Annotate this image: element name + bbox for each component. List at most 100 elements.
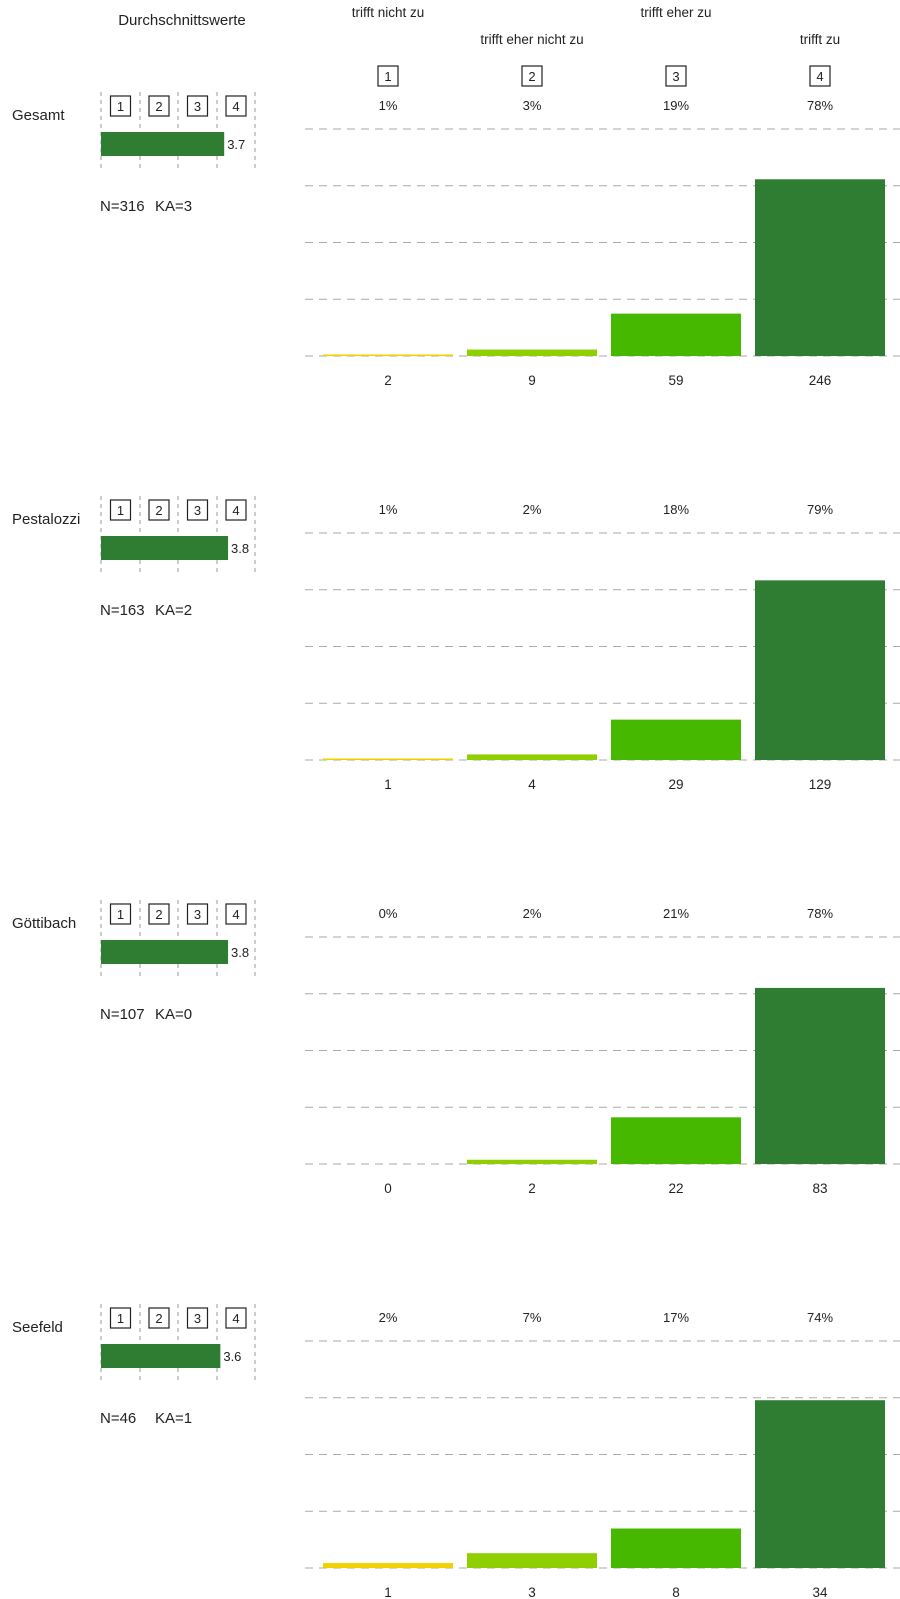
mean-scale-box-label: 3 — [194, 503, 201, 518]
percent-label: 19% — [663, 98, 689, 113]
percent-label: 3% — [523, 98, 542, 113]
bar-3 — [611, 719, 741, 760]
mean-scale-box — [109, 903, 132, 925]
count-label: 1 — [384, 777, 392, 792]
scale-box-3 — [665, 65, 687, 87]
avg-title: Durchschnittswerte — [118, 12, 246, 29]
count-label: 59 — [668, 373, 683, 388]
n-label: N=163 — [100, 602, 145, 619]
mean-scale-box-label: 3 — [194, 907, 201, 922]
scale-box-2 — [521, 65, 543, 87]
count-label: 0 — [384, 1181, 392, 1196]
bar-1 — [323, 758, 453, 760]
panel-g-ttibach: Göttibach 1 2 3 4 3.8 N=107 KA=0 0% 0 2% 2 21% 22 78% 8… — [12, 900, 900, 1196]
percent-label: 78% — [807, 98, 833, 113]
mean-scale-box-label: 2 — [155, 99, 162, 114]
mean-scale-box — [148, 95, 170, 117]
scale-box-4-label: 4 — [816, 69, 823, 84]
mean-bar — [101, 1344, 221, 1368]
count-label: 2 — [384, 373, 392, 388]
bar-3 — [611, 1528, 741, 1568]
bar-2 — [467, 349, 597, 356]
category-header-2: trifft eher nicht zu — [480, 32, 583, 47]
bar-2 — [467, 1159, 597, 1164]
category-header-1: trifft nicht zu — [352, 5, 425, 20]
mean-scale-box — [148, 1307, 170, 1329]
mean-scale-box — [148, 499, 170, 521]
mean-scale-box — [225, 499, 247, 521]
mean-scale-box — [186, 95, 209, 117]
scale-box-4 — [809, 65, 831, 87]
category-scale-boxes: 1 2 3 4 — [377, 65, 831, 87]
mean-scale-box-label: 1 — [117, 99, 124, 114]
percent-label: 2% — [523, 502, 542, 517]
category-header-3: trifft eher zu — [640, 5, 711, 20]
mean-scale-box-label: 3 — [194, 99, 201, 114]
count-label: 1 — [384, 1585, 392, 1599]
mean-scale-box — [186, 1307, 209, 1329]
mean-scale-box-label: 2 — [155, 1311, 162, 1326]
mean-scale-box — [225, 95, 247, 117]
mean-scale-box-label: 4 — [232, 907, 239, 922]
scale-box-3-label: 3 — [672, 69, 679, 84]
percent-label: 0% — [379, 906, 398, 921]
panel-pestalozzi: Pestalozzi 1 2 3 4 3.8 N=163 KA=2 1% 1 2% 4 18% 29 79%… — [12, 496, 900, 792]
ka-label: KA=0 — [155, 1006, 192, 1023]
mean-scale-box-label: 3 — [194, 1311, 201, 1326]
percent-label: 1% — [379, 502, 398, 517]
percent-label: 2% — [379, 1310, 398, 1325]
count-label: 246 — [809, 373, 832, 388]
mean-value-label: 3.6 — [223, 1349, 241, 1364]
bar-4 — [755, 1400, 885, 1568]
count-label: 34 — [812, 1585, 828, 1599]
group-label: Göttibach — [12, 915, 76, 932]
mean-bar — [101, 132, 225, 156]
mean-value-label: 3.7 — [227, 137, 245, 152]
mean-scale: 1 2 3 4 — [100, 92, 256, 172]
mean-scale-box — [186, 903, 209, 925]
bar-1 — [323, 1563, 453, 1568]
count-label: 29 — [668, 777, 683, 792]
bar-4 — [755, 580, 885, 760]
mean-scale-box-label: 4 — [232, 1311, 239, 1326]
bar-1 — [323, 354, 453, 356]
ka-label: KA=2 — [155, 602, 192, 619]
bar-3 — [611, 313, 741, 356]
group-label: Pestalozzi — [12, 511, 80, 528]
percent-label: 79% — [807, 502, 833, 517]
mean-value-label: 3.8 — [231, 541, 249, 556]
mean-scale-box-label: 1 — [117, 503, 124, 518]
mean-scale-box — [109, 1307, 132, 1329]
mean-scale-box-label: 2 — [155, 503, 162, 518]
mean-scale-box — [186, 499, 209, 521]
ka-label: KA=3 — [155, 198, 192, 215]
category-header-4: trifft zu — [800, 32, 840, 47]
percent-label: 74% — [807, 1310, 833, 1325]
count-label: 22 — [668, 1181, 683, 1196]
n-label: N=107 — [100, 1006, 145, 1023]
ka-label: KA=1 — [155, 1410, 192, 1427]
count-label: 4 — [528, 777, 536, 792]
mean-scale-box — [225, 1307, 247, 1329]
percent-label: 21% — [663, 906, 689, 921]
percent-label: 18% — [663, 502, 689, 517]
mean-bar — [101, 940, 229, 964]
mean-scale-box-label: 1 — [117, 907, 124, 922]
n-label: N=316 — [100, 198, 145, 215]
mean-scale: 1 2 3 4 — [100, 496, 256, 576]
count-label: 129 — [809, 777, 832, 792]
mean-scale-box — [148, 903, 170, 925]
mean-scale-box-label: 4 — [232, 503, 239, 518]
count-label: 3 — [528, 1585, 536, 1599]
group-label: Seefeld — [12, 1319, 63, 1336]
count-label: 9 — [528, 373, 536, 388]
percent-label: 2% — [523, 906, 542, 921]
mean-bar — [101, 536, 229, 560]
group-label: Gesamt — [12, 107, 65, 124]
mean-scale-box — [109, 95, 132, 117]
mean-value-label: 3.8 — [231, 945, 249, 960]
bar-4 — [755, 987, 885, 1164]
